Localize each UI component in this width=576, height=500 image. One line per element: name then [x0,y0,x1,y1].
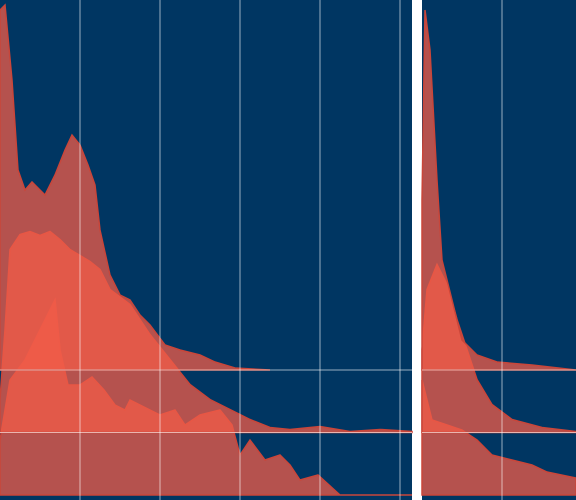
panel [0,0,413,500]
ridge-area [0,3,271,371]
ridge-area [421,9,576,371]
panel [421,0,576,500]
